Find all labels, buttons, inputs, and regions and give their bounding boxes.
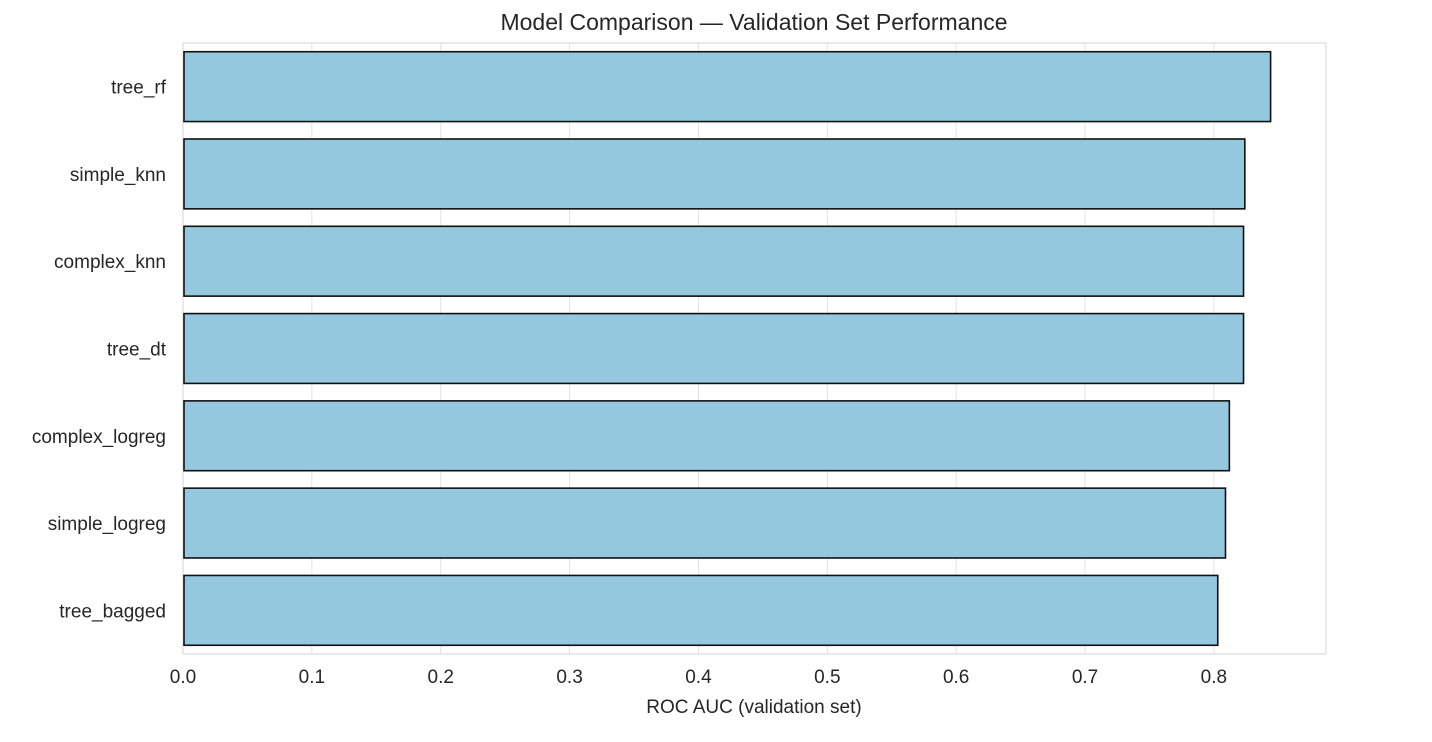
bars bbox=[183, 50, 1272, 647]
x-tick-label: 0.4 bbox=[685, 667, 712, 688]
bar-tree_rf bbox=[183, 50, 1272, 123]
chart-title: Model Comparison — Validation Set Perfor… bbox=[500, 9, 1007, 35]
bar-tree_dt bbox=[183, 312, 1245, 385]
plot-frame bbox=[182, 42, 1327, 655]
bar-simple_logreg bbox=[183, 487, 1227, 559]
x-tick-label: 0.1 bbox=[299, 667, 325, 688]
y-tick-label: simple_logreg bbox=[48, 514, 166, 535]
x-axis-label: ROC AUC (validation set) bbox=[646, 697, 861, 718]
y-tick-label: tree_dt bbox=[107, 340, 167, 361]
bar-simple_knn bbox=[183, 138, 1246, 210]
bar-complex_logreg bbox=[183, 400, 1231, 472]
x-tick-label: 0.5 bbox=[814, 667, 840, 688]
x-tick-label: 0.8 bbox=[1201, 667, 1227, 688]
y-tick-label: complex_logreg bbox=[32, 427, 166, 448]
x-tick-labels: 0.0 0.1 0.2 0.3 0.4 0.5 0.6 0.7 0.8 bbox=[170, 667, 1227, 688]
x-tick-label: 0.0 bbox=[170, 667, 196, 688]
y-tick-label: simple_knn bbox=[70, 165, 166, 186]
y-tick-label: tree_rf bbox=[111, 78, 167, 99]
bar-tree_bagged bbox=[183, 574, 1219, 647]
y-tick-label: tree_bagged bbox=[59, 601, 166, 622]
y-tick-labels: tree_rf simple_knn complex_knn tree_dtcompl… bbox=[32, 78, 167, 623]
y-tick-label: complex_knn bbox=[54, 252, 166, 273]
x-tick-label: 0.3 bbox=[556, 667, 582, 688]
x-tick-label: 0.7 bbox=[1072, 667, 1098, 688]
bar-complex_knn bbox=[183, 225, 1245, 297]
x-tick-label: 0.2 bbox=[428, 667, 454, 688]
x-tick-label: 0.6 bbox=[943, 667, 969, 688]
